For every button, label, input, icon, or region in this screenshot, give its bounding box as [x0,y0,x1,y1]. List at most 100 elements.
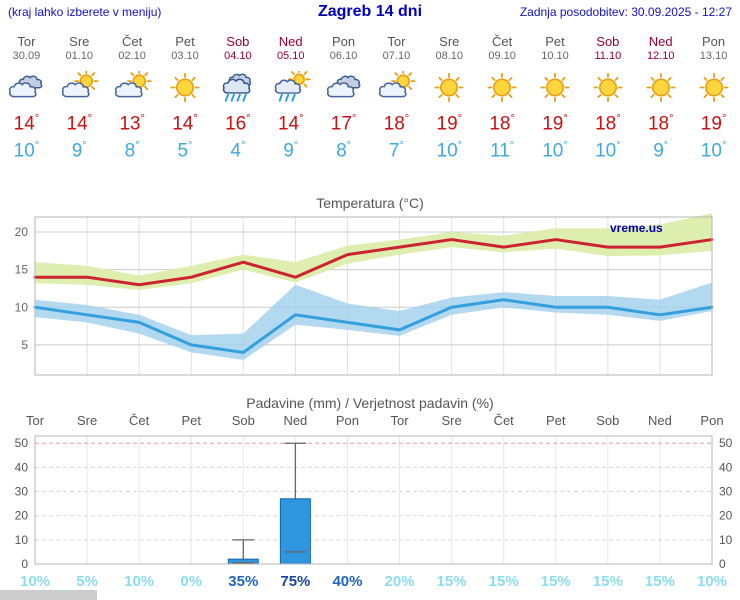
day-name: Pon [332,34,356,49]
precip-probability: 15% [488,572,519,590]
sun-icon [634,65,687,109]
forecast-days-table: Tor 30.09 14° 10° Sre 01.10 14° 9° Čet 02.10 13° 8°… [0,34,740,163]
day-date: 03.10 [171,50,199,62]
precip-probability: 75% [280,572,311,590]
min-temperature: 8° [124,140,140,162]
precip-probability: 15% [436,572,467,590]
precip-probability: 0% [180,572,203,590]
sun-icon [529,65,582,109]
precip-probability: 15% [592,572,623,590]
precip-day-label: Sob [596,412,620,428]
svg-text:0: 0 [21,557,28,571]
min-temperature: 9° [283,140,299,162]
svg-text:20: 20 [15,225,29,239]
day-name: Čet [492,34,513,49]
day-column[interactable]: Tor 30.09 14° 10° [0,34,53,163]
max-temperature: 14° [66,113,93,135]
day-column[interactable]: Sob 11.10 18° 10° [581,34,634,163]
day-column[interactable]: Pon 06.10 17° 8° [317,34,370,163]
day-name: Ned [278,34,303,49]
min-temperature: 11° [490,140,515,162]
min-temperature: 5° [177,140,193,162]
precip-day-label: Sre [76,412,98,428]
last-updated: Zadnja posodobitev: 30.09.2025 - 12:27 [519,5,732,19]
svg-text:15: 15 [15,262,29,276]
precip-probability: 15% [644,572,675,590]
precip-probability: 5% [76,572,98,590]
day-name: Sob [226,34,250,49]
day-column[interactable]: Sre 08.10 19° 10° [423,34,476,163]
max-temperature: 14° [172,113,198,135]
precip-probability: 10% [124,572,155,590]
day-column[interactable]: Čet 02.10 13° 8° [106,34,159,163]
watermark: vreme.us [610,221,663,235]
day-name: Pet [545,34,565,49]
min-temperature: 4° [230,140,246,162]
day-column[interactable]: Pet 10.10 19° 10° [529,34,582,163]
precip-day-label: Ned [283,412,308,428]
svg-text:40: 40 [719,460,733,474]
max-temperature: 19° [700,113,727,135]
min-temperature: 10° [13,140,40,162]
day-date: 02.10 [118,50,146,62]
sun-icon [581,65,634,109]
day-date: 05.10 [276,50,305,62]
temperature-chart: 5 10 15 20 vreme.us [15,212,714,376]
precip-probability-row: 10% 5% 10% 0% 35% 75% 40% 20% 15% 15% 15% 15% 15% 10% [0,573,740,591]
max-temperature: 19° [436,113,463,135]
top-bar: (kraj lahko izberete v meniju) Zagreb 14… [0,0,740,28]
svg-text:50: 50 [15,436,29,450]
location-menu-note[interactable]: (kraj lahko izberete v meniju) [8,5,162,19]
day-name: Tor [387,34,406,49]
max-temperature: 17° [330,113,357,135]
max-temperature: 18° [489,113,515,135]
precip-day-label: Tor [25,412,45,428]
min-temperature: 10° [595,140,621,162]
svg-text:10: 10 [15,533,29,547]
sun-icon [423,65,476,109]
svg-text:30: 30 [719,484,733,498]
max-temperature: 18° [595,113,621,135]
day-date: 04.10 [224,50,252,62]
min-temperature: 10° [436,140,463,162]
day-date: 01.10 [65,50,94,62]
day-column[interactable]: Ned 05.10 14° 9° [264,34,317,163]
rain-icon [211,65,264,109]
day-name: Pon [702,34,726,49]
day-date: 09.10 [488,50,516,62]
day-column[interactable]: Ned 12.10 18° 9° [634,34,687,163]
max-temperature: 18° [647,113,674,135]
sun-cloud-icon [370,65,423,109]
precip-probability: 15% [540,572,571,590]
precipitation-chart-section: Padavine (mm) / Verjetnost padavin (%) T… [0,395,740,591]
day-column[interactable]: Čet 09.10 18° 11° [476,34,529,163]
day-date: 07.10 [382,50,411,62]
day-name: Čet [122,34,143,49]
day-date: 10.10 [541,50,569,62]
day-column[interactable]: Pon 13.10 19° 10° [687,34,740,163]
svg-text:10: 10 [719,533,733,547]
precip-probability: 10% [696,572,728,590]
day-date: 30.09 [12,50,41,62]
scrollbar-fragment[interactable] [0,590,97,600]
precip-day-label: Sob [231,412,255,428]
max-temperature: 14° [13,113,40,135]
day-column[interactable]: Sob 04.10 16° 4° [211,34,264,163]
max-temperature: 18° [383,113,410,135]
min-temperature: 9° [653,140,669,162]
day-date: 13.10 [699,50,728,62]
day-column[interactable]: Sre 01.10 14° 9° [53,34,106,163]
precip-day-label: Pon [335,412,360,428]
day-name: Ned [648,34,673,49]
temperature-chart-title: Temperatura (°C) [316,194,424,211]
day-name: Sre [439,34,460,49]
day-column[interactable]: Pet 03.10 14° 5° [159,34,212,163]
svg-text:20: 20 [15,508,29,522]
cloudy-icon [0,65,53,109]
day-name: Pet [175,34,195,49]
precip-day-labels: Tor Sre Čet Pet Sob Ned Pon Tor Sre Čet Pet Sob Ned P… [0,413,740,431]
day-name: Sob [596,34,620,49]
min-temperature: 7° [388,140,404,162]
day-column[interactable]: Tor 07.10 18° 7° [370,34,423,163]
sun-cloud-icon [106,65,159,109]
